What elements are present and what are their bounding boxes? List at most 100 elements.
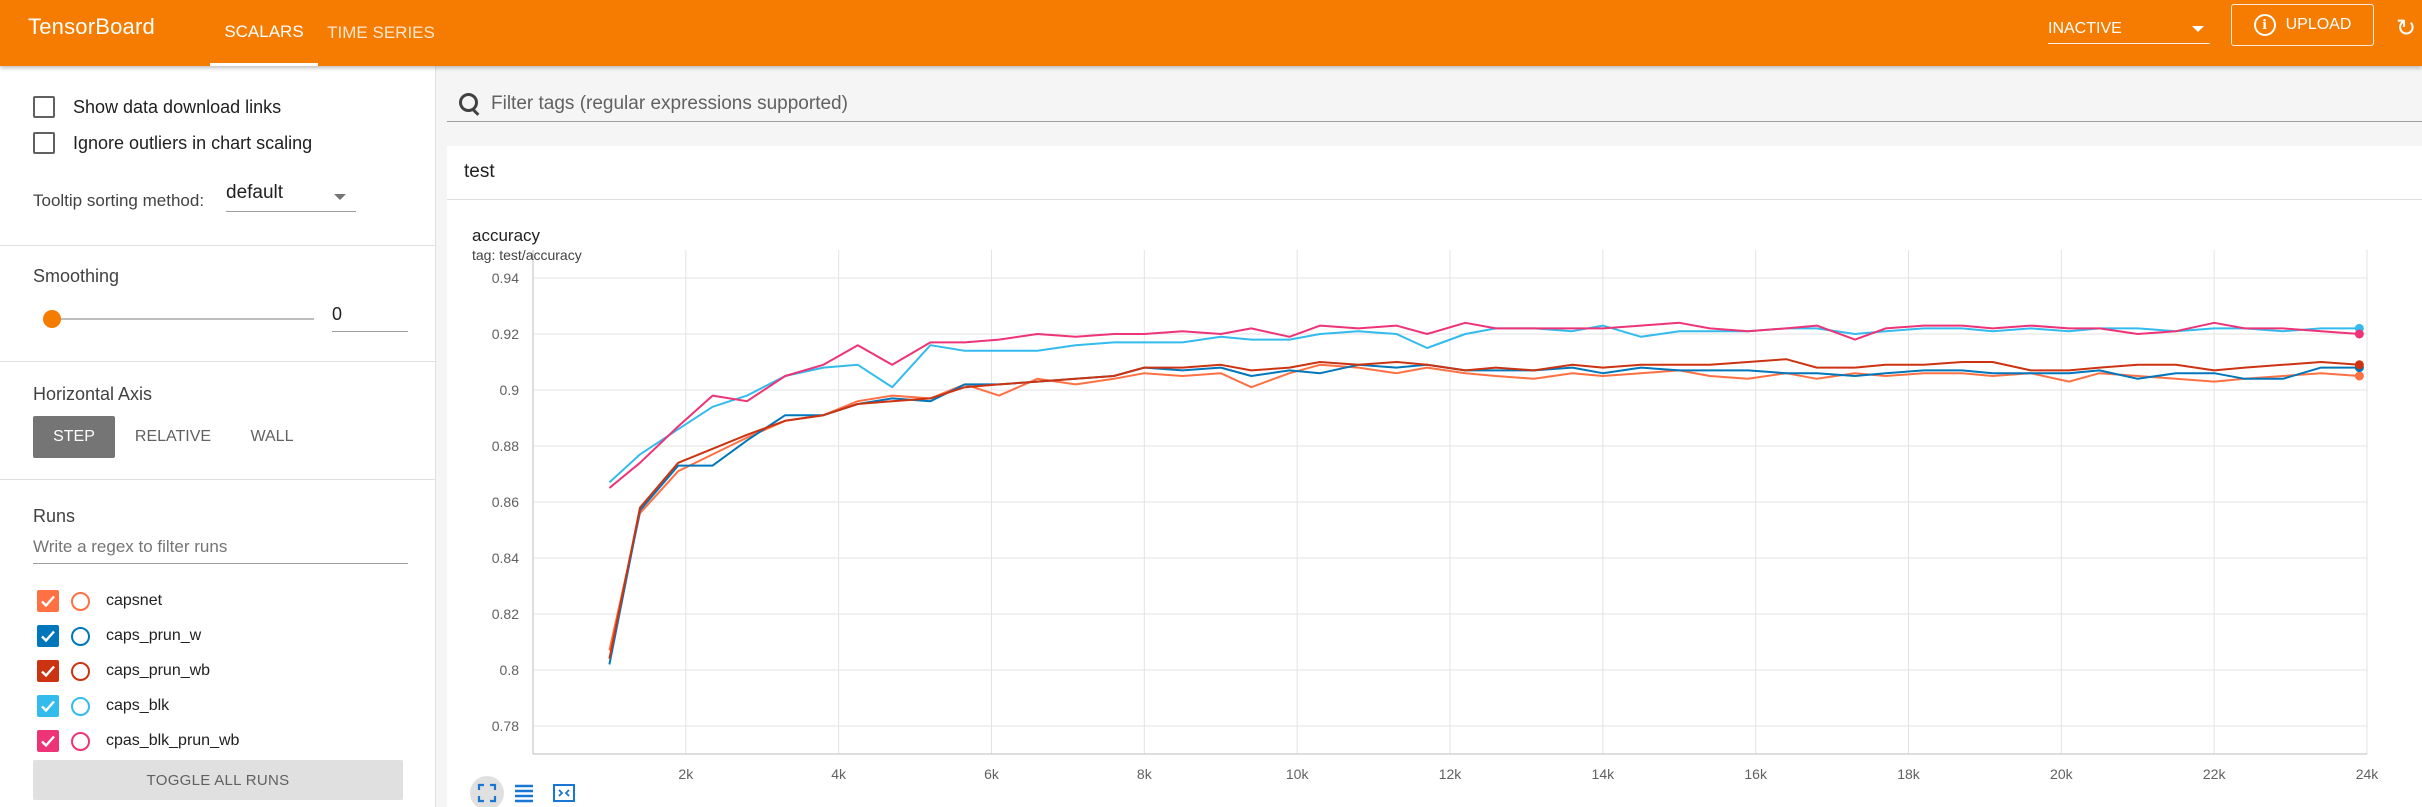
ignore-outliers-label: Ignore outliers in chart scaling xyxy=(73,132,313,153)
series-line-caps-blk xyxy=(608,324,2360,484)
expand-chart-button[interactable] xyxy=(470,776,504,807)
checkmark-icon xyxy=(41,630,55,643)
x-tick-label: 22k xyxy=(2203,766,2227,782)
x-tick-label: 18k xyxy=(1897,766,1921,782)
run-color-swatch[interactable] xyxy=(71,591,90,611)
app-title: TensorBoard xyxy=(28,14,155,39)
tooltip-sort-select[interactable]: default xyxy=(226,182,356,212)
main-panel: Filter tags (regular expressions support… xyxy=(437,66,2422,807)
tab-scalars[interactable]: SCALARS xyxy=(210,0,318,66)
y-tick-label: 0.8 xyxy=(500,662,520,678)
run-item-caps-prun-wb[interactable]: caps_prun_wb xyxy=(37,658,210,684)
run-label: capsnet xyxy=(106,592,163,609)
y-tick-label: 0.78 xyxy=(492,718,519,734)
run-color-swatch[interactable] xyxy=(71,696,90,716)
checkmark-icon xyxy=(41,700,55,713)
run-checkbox[interactable] xyxy=(37,590,59,612)
x-tick-label: 4k xyxy=(831,766,847,782)
ignore-outliers-checkbox[interactable]: Ignore outliers in chart scaling xyxy=(33,132,312,154)
checkbox-box[interactable] xyxy=(33,96,55,118)
axis-step-button[interactable]: STEP xyxy=(33,416,115,458)
series-endpoint-cpas-blk-prun-wb xyxy=(2354,329,2364,339)
top-app-bar: TensorBoard SCALARS TIME SERIES INACTIVE… xyxy=(0,0,2422,66)
run-label: caps_prun_wb xyxy=(106,662,211,679)
x-tick-label: 6k xyxy=(984,766,1000,782)
show-download-links-checkbox[interactable]: Show data download links xyxy=(33,96,281,118)
run-item-capsnet[interactable]: capsnet xyxy=(37,588,162,614)
axis-relative-button[interactable]: RELATIVE xyxy=(134,428,212,445)
x-tick-label: 14k xyxy=(1592,766,1616,782)
horizontal-axis-section xyxy=(0,362,436,480)
upload-button[interactable]: i UPLOAD xyxy=(2231,4,2374,46)
tooltip-sort-value: default xyxy=(226,182,284,203)
fit-domain-button[interactable] xyxy=(547,776,581,807)
sidebar-options-section: Show data download links Ignore outliers… xyxy=(0,66,436,246)
list-icon xyxy=(515,784,533,803)
info-icon: i xyxy=(2253,14,2276,36)
show-download-links-label: Show data download links xyxy=(73,96,282,117)
checkbox-box[interactable] xyxy=(33,132,55,154)
run-color-swatch[interactable] xyxy=(71,731,90,751)
chevron-down-icon xyxy=(334,194,346,200)
series-line-caps-prun-wb xyxy=(608,358,2360,659)
run-label: cpas_blk_prun_wb xyxy=(106,732,240,749)
tooltip-sort-label: Tooltip sorting method: xyxy=(33,191,205,210)
smoothing-label: Smoothing xyxy=(33,266,120,286)
y-tick-label: 0.86 xyxy=(492,494,519,510)
run-item-caps-prun-w[interactable]: caps_prun_w xyxy=(37,623,201,649)
status-select[interactable]: INACTIVE xyxy=(2048,14,2210,44)
refresh-icon[interactable]: ↻ xyxy=(2396,15,2417,42)
run-color-swatch[interactable] xyxy=(71,626,90,646)
run-checkbox[interactable] xyxy=(37,695,59,717)
x-tick-label: 12k xyxy=(1439,766,1463,782)
series-line-capsnet xyxy=(608,363,2360,651)
x-tick-label: 24k xyxy=(2356,766,2380,782)
run-label: caps_blk xyxy=(106,697,170,714)
run-item-cpas-blk-prun-wb[interactable]: cpas_blk_prun_wb xyxy=(37,728,239,754)
y-tick-label: 0.94 xyxy=(492,270,519,286)
checkmark-icon xyxy=(41,665,55,678)
runs-filter-input[interactable]: Write a regex to filter runs xyxy=(33,530,408,564)
search-icon xyxy=(457,91,483,117)
axis-wall-button[interactable]: WALL xyxy=(250,428,294,445)
x-tick-label: 20k xyxy=(2050,766,2074,782)
chart-title: accuracy xyxy=(472,226,541,245)
y-tick-label: 0.88 xyxy=(492,438,519,454)
x-tick-label: 2k xyxy=(678,766,694,782)
tag-group-header[interactable]: test xyxy=(447,146,2422,200)
toggle-all-runs-button[interactable]: TOGGLE ALL RUNS xyxy=(33,760,403,800)
y-tick-label: 0.92 xyxy=(492,326,519,342)
fullscreen-icon xyxy=(477,783,497,803)
toggle-log-scale-button[interactable] xyxy=(507,776,541,807)
smoothing-input[interactable]: 0 xyxy=(332,300,408,332)
tag-filter-placeholder: Filter tags (regular expressions support… xyxy=(491,92,848,114)
y-tick-label: 0.82 xyxy=(492,606,519,622)
status-select-value: INACTIVE xyxy=(2048,19,2122,37)
series-endpoint-caps-prun-wb xyxy=(2354,360,2364,370)
x-tick-label: 10k xyxy=(1286,766,1310,782)
checkmark-icon xyxy=(41,595,55,608)
accuracy-chart[interactable]: 2k 4k 6k 8k 10k 12k 14k 16k 18k 20k 22k 24k 0.78 0.8 0… xyxy=(447,200,2422,807)
tag-filter-input[interactable]: Filter tags (regular expressions support… xyxy=(447,86,2422,122)
run-label: caps_prun_w xyxy=(106,627,202,644)
x-tick-label: 8k xyxy=(1137,766,1153,782)
smoothing-slider-knob[interactable] xyxy=(43,310,61,328)
series-line-caps-prun-w xyxy=(608,363,2360,665)
run-checkbox[interactable] xyxy=(37,625,59,647)
tab-time-series[interactable]: TIME SERIES xyxy=(327,23,435,42)
checkmark-icon xyxy=(41,735,55,748)
chevron-down-icon xyxy=(2192,26,2204,32)
horizontal-axis-label: Horizontal Axis xyxy=(33,384,153,404)
series-line-cpas-blk-prun-wb xyxy=(608,321,2360,489)
run-checkbox[interactable] xyxy=(37,660,59,682)
run-item-caps-blk[interactable]: caps_blk xyxy=(37,693,169,719)
run-color-swatch[interactable] xyxy=(71,661,90,681)
chart-card: 2k 4k 6k 8k 10k 12k 14k 16k 18k 20k 22k 24k 0.78 0.8 0… xyxy=(447,200,2422,807)
chart-tag: tag: test/accuracy xyxy=(472,247,582,263)
fit-to-data-icon xyxy=(553,784,575,802)
sidebar: Show data download links Ignore outliers… xyxy=(0,66,436,807)
y-tick-label: 0.9 xyxy=(500,382,520,398)
y-tick-label: 0.84 xyxy=(492,550,519,566)
run-checkbox[interactable] xyxy=(37,730,59,752)
smoothing-slider-track[interactable] xyxy=(52,318,314,320)
